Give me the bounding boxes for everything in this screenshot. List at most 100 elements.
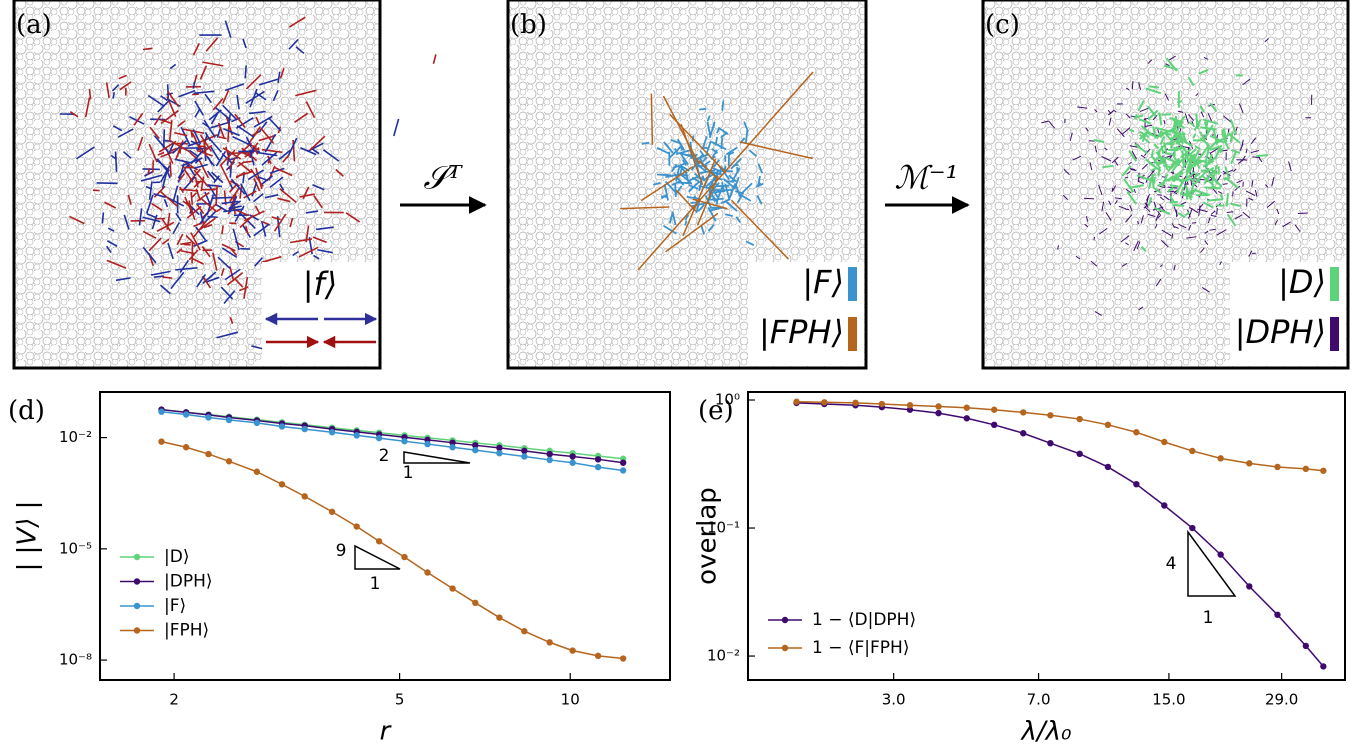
displacement	[69, 215, 85, 225]
displacement	[1188, 121, 1195, 127]
panel: (c) |D⟩ |DPH⟩	[981, 0, 1350, 370]
displacement	[227, 113, 232, 124]
displacement	[335, 168, 344, 177]
displacement	[1098, 227, 1108, 235]
displacement	[148, 143, 158, 163]
displacement	[168, 120, 173, 143]
displacement	[699, 107, 707, 111]
displacement	[180, 241, 192, 246]
displacement	[299, 193, 315, 198]
displacement	[1216, 174, 1222, 182]
displacement	[175, 212, 182, 222]
data-point	[821, 399, 828, 406]
data-point	[353, 432, 360, 439]
displacement	[656, 147, 670, 155]
displacement	[1160, 173, 1169, 188]
displacement	[106, 240, 118, 247]
displacement	[755, 182, 764, 188]
displacement	[1221, 129, 1224, 138]
data-point	[1161, 502, 1168, 509]
slope-triangle	[403, 451, 471, 464]
displacement	[1167, 187, 1174, 193]
displacement	[153, 193, 166, 199]
displacement	[244, 65, 247, 79]
displacement	[1198, 69, 1209, 75]
displacement	[172, 222, 180, 234]
y-axis-label: | |V⟩ |	[13, 501, 43, 572]
displacement	[1187, 162, 1195, 174]
displacement	[1086, 216, 1088, 222]
data-point	[935, 403, 942, 410]
data-point	[496, 614, 503, 621]
displacement	[637, 71, 814, 271]
displacement	[641, 141, 650, 145]
displacement	[681, 152, 693, 158]
displacement	[223, 290, 236, 305]
displacement	[1115, 197, 1123, 200]
displacement	[1203, 121, 1209, 133]
displacement	[288, 38, 299, 50]
displacement	[279, 183, 285, 191]
data-point	[1274, 611, 1281, 618]
displacement	[1150, 167, 1158, 172]
displacement	[243, 210, 265, 222]
displacement	[715, 198, 719, 205]
displacement	[1207, 198, 1224, 202]
displacement	[156, 158, 170, 173]
displacement	[656, 173, 672, 177]
displacement	[640, 166, 694, 202]
displacement	[199, 212, 208, 225]
displacement	[1129, 128, 1135, 133]
data-point	[182, 444, 190, 451]
displacement	[1252, 156, 1261, 158]
displacement	[248, 110, 266, 115]
y-tick-label: 10⁰	[715, 391, 740, 409]
displacement	[222, 89, 230, 104]
displacement	[118, 74, 127, 80]
displacement	[145, 185, 153, 190]
displacement	[1129, 168, 1135, 170]
displacement	[1093, 236, 1096, 241]
displacement	[228, 157, 236, 170]
displacement	[107, 227, 115, 232]
displacement	[221, 200, 239, 205]
displacement	[210, 112, 219, 125]
displacement	[179, 142, 182, 154]
displacement	[1217, 191, 1223, 195]
displacement	[730, 157, 742, 170]
data-point	[521, 453, 528, 460]
legend-box	[748, 262, 864, 366]
displacement	[1158, 112, 1163, 126]
displacement	[194, 108, 201, 118]
displacement	[1112, 185, 1117, 192]
displacement	[1134, 143, 1148, 155]
displacement	[1147, 105, 1157, 118]
displacement	[245, 90, 265, 104]
displacement	[744, 130, 749, 144]
series-line	[796, 402, 1324, 667]
displacement	[174, 131, 188, 137]
displacement	[1234, 214, 1243, 220]
displacement	[1248, 197, 1254, 201]
displacement	[220, 267, 225, 277]
displacement	[1177, 110, 1184, 113]
displacement	[290, 238, 313, 244]
displacement	[1148, 169, 1155, 178]
panel-label: (a)	[16, 10, 52, 40]
displacement	[1138, 82, 1142, 90]
displacement	[142, 47, 153, 51]
displacement	[716, 189, 727, 193]
displacement	[177, 120, 186, 128]
displacement	[1123, 178, 1135, 193]
data-point	[328, 508, 336, 515]
displacement	[153, 275, 165, 279]
displacement	[1160, 131, 1172, 136]
displacement	[224, 83, 245, 92]
displacement	[105, 245, 112, 253]
displacement	[730, 199, 790, 260]
displacement	[668, 211, 674, 224]
displacement	[1200, 126, 1217, 131]
displacement	[151, 202, 163, 212]
displacement	[671, 163, 678, 173]
displacement	[1274, 219, 1278, 226]
